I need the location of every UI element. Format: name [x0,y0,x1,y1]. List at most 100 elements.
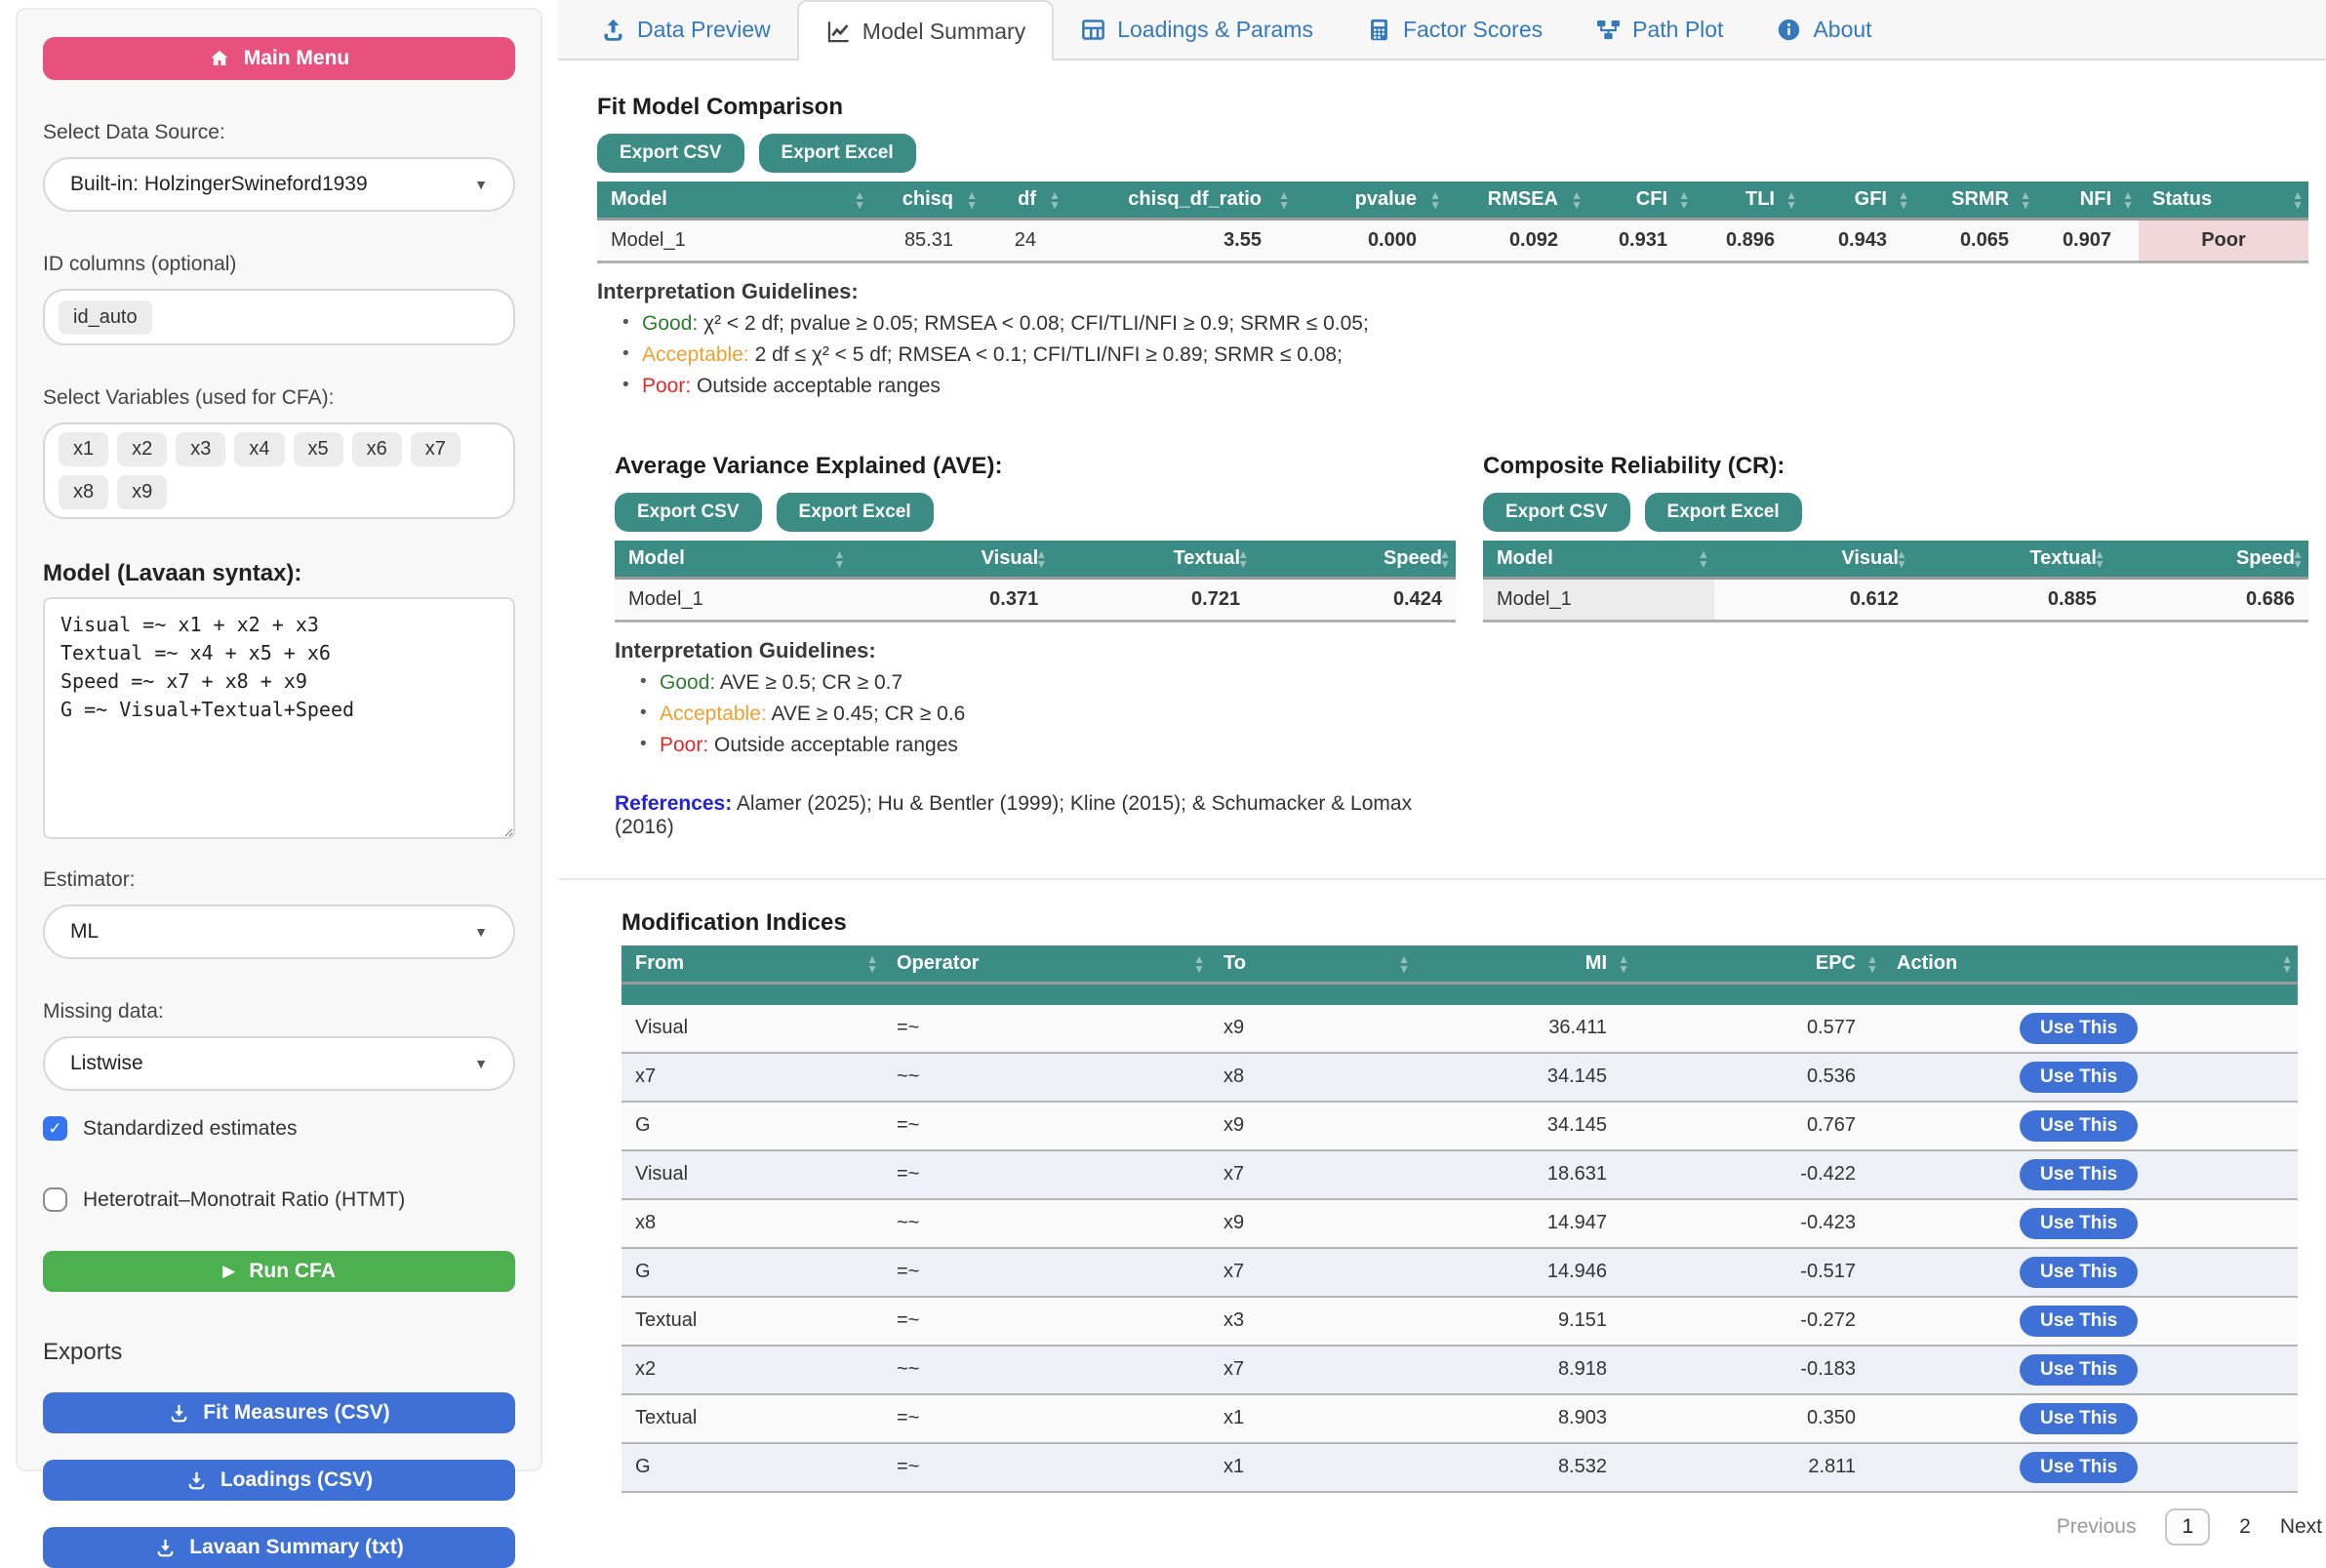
sort-icon[interactable] [1571,190,1583,210]
sort-icon[interactable] [1237,549,1249,569]
column-header-action[interactable]: Action [1883,945,2298,985]
use-this-button[interactable]: Use This [2020,1158,2139,1190]
standardized-checkbox-row[interactable]: ✓ Standardized estimates [43,1116,515,1141]
sort-icon[interactable] [1193,954,1205,974]
sort-icon[interactable] [833,549,845,569]
variables-input[interactable]: x1 x2 x3 x4 x5 x6 x7 x8 x9 [43,422,515,519]
variable-tag[interactable]: x1 [59,432,109,466]
column-header-epc[interactable]: EPC [1634,945,1883,985]
use-this-button[interactable]: Use This [2020,1109,2139,1142]
column-header-chisq[interactable]: chisq [870,181,983,221]
column-header-status[interactable]: Status [2139,181,2308,221]
data-source-select[interactable]: Built-in: HolzingerSwineford1939 ▼ [43,157,515,212]
use-this-button[interactable]: Use This [2020,1402,2139,1434]
column-header-cfi[interactable]: CFI [1587,181,1695,221]
ave-export-csv-button[interactable]: Export CSV [615,493,762,532]
sort-icon[interactable] [1785,190,1797,210]
export-lavaan-summary-button[interactable]: Lavaan Summary (txt) [43,1527,515,1568]
use-this-button[interactable]: Use This [2020,1353,2139,1386]
use-this-button[interactable]: Use This [2020,1061,2139,1093]
tab-path-plot[interactable]: Path Plot [1569,0,1749,59]
model-syntax-textarea[interactable]: Visual =~ x1 + x2 + x3 Textual =~ x4 + x… [43,597,515,839]
pagination-page-1[interactable]: 1 [2165,1508,2211,1546]
sort-icon[interactable] [1439,549,1451,569]
variable-tag[interactable]: x4 [234,432,285,466]
column-header-speed[interactable]: Speed [1254,541,1456,580]
pagination-page-2[interactable]: 2 [2239,1514,2251,1538]
sort-icon[interactable] [1049,190,1061,210]
variable-tag[interactable]: x8 [59,475,109,509]
tab-model-summary[interactable]: Model Summary [796,0,1055,60]
use-this-button[interactable]: Use This [2020,1305,2139,1337]
column-header-visual[interactable]: Visual [850,541,1053,580]
sort-icon[interactable] [966,190,978,210]
column-header-visual[interactable]: Visual [1713,541,1912,580]
cr-export-csv-button[interactable]: Export CSV [1483,493,1630,532]
use-this-button[interactable]: Use This [2020,1256,2139,1288]
sort-icon[interactable] [1898,190,1909,210]
main-menu-button[interactable]: Main Menu [43,37,515,80]
variable-tag[interactable]: x3 [176,432,226,466]
column-header-to[interactable]: To [1210,945,1415,985]
cr-export-excel-button[interactable]: Export Excel [1644,493,1802,532]
use-this-button[interactable]: Use This [2020,1012,2139,1044]
tab-about[interactable]: About [1749,0,1898,59]
use-this-button[interactable]: Use This [2020,1207,2139,1239]
sort-icon[interactable] [1035,549,1047,569]
id-columns-input[interactable]: id_auto [43,289,515,345]
sort-icon[interactable] [2292,549,2304,569]
missing-data-select[interactable]: Listwise ▼ [43,1036,515,1091]
sort-icon[interactable] [1429,190,1441,210]
variable-tag[interactable]: x7 [410,432,461,466]
variable-tag[interactable]: x6 [351,432,402,466]
use-this-button[interactable]: Use This [2020,1451,2139,1483]
column-header-from[interactable]: From [622,945,883,985]
checkbox-checked-icon[interactable]: ✓ [43,1116,67,1141]
column-header-chisq-df-ratio[interactable]: chisq_df_ratio [1065,181,1295,221]
column-header-tli[interactable]: TLI [1695,181,1802,221]
htmt-checkbox-row[interactable]: Heterotrait–Monotrait Ratio (HTMT) [43,1187,515,1212]
column-header-speed[interactable]: Speed [2109,541,2308,580]
sort-icon[interactable] [1698,549,1709,569]
column-header-nfi[interactable]: NFI [2036,181,2139,221]
column-header-textual[interactable]: Textual [1911,541,2110,580]
column-header-rmsea[interactable]: RMSEA [1446,181,1587,221]
column-header-operator[interactable]: Operator [883,945,1210,985]
sort-icon[interactable] [2020,190,2031,210]
sort-icon[interactable] [854,190,865,210]
variable-tag[interactable]: x9 [117,475,168,509]
fit-export-excel-button[interactable]: Export Excel [758,134,916,173]
fit-export-csv-button[interactable]: Export CSV [597,134,744,173]
ave-export-excel-button[interactable]: Export Excel [776,493,934,532]
run-cfa-button[interactable]: ▶ Run CFA [43,1251,515,1292]
tab-loadings-params[interactable]: Loadings & Params [1054,0,1340,59]
variable-tag[interactable]: x5 [293,432,343,466]
pagination-previous[interactable]: Previous [2056,1514,2137,1538]
sort-icon[interactable] [1678,190,1690,210]
sort-icon[interactable] [1618,954,1629,974]
sort-icon[interactable] [2122,190,2134,210]
sort-icon[interactable] [1278,190,1290,210]
id-tag[interactable]: id_auto [59,300,152,335]
column-header-model[interactable]: Model [1483,541,1714,580]
sort-icon[interactable] [866,954,878,974]
export-loadings-button[interactable]: Loadings (CSV) [43,1460,515,1501]
sort-icon[interactable] [1866,954,1878,974]
column-header-pvalue[interactable]: pvalue [1295,181,1446,221]
sort-icon[interactable] [2094,549,2105,569]
column-header-gfi[interactable]: GFI [1802,181,1914,221]
column-header-df[interactable]: df [983,181,1065,221]
sort-icon[interactable] [2292,190,2304,210]
column-header-textual[interactable]: Textual [1052,541,1255,580]
column-header-model[interactable]: Model [615,541,851,580]
column-header-model[interactable]: Model [597,181,870,221]
sort-icon[interactable] [1896,549,1907,569]
estimator-select[interactable]: ML ▼ [43,905,515,959]
export-fit-measures-button[interactable]: Fit Measures (CSV) [43,1392,515,1433]
column-header-srmr[interactable]: SRMR [1914,181,2036,221]
sort-icon[interactable] [1398,954,1410,974]
column-header-mi[interactable]: MI [1415,945,1634,985]
variable-tag[interactable]: x2 [117,432,168,466]
pagination-next[interactable]: Next [2279,1514,2322,1538]
sort-icon[interactable] [2281,954,2293,974]
